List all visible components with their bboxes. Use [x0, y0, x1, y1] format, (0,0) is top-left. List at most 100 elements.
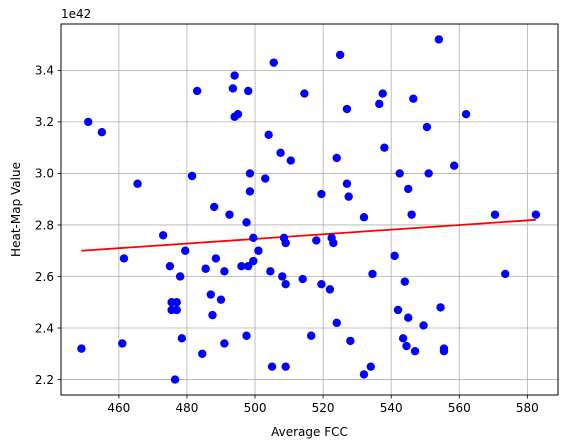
x-tick-label: 480: [175, 401, 198, 415]
data-point: [201, 265, 209, 273]
y-tick-label: 2.4: [35, 321, 54, 335]
data-point: [118, 339, 126, 347]
data-point: [249, 257, 257, 265]
data-point: [281, 362, 289, 370]
data-point: [212, 254, 220, 262]
data-point: [198, 350, 206, 358]
data-point: [98, 128, 106, 136]
data-point: [462, 110, 470, 118]
data-point: [193, 87, 201, 95]
data-point: [181, 247, 189, 255]
data-point: [176, 272, 184, 280]
data-point: [242, 218, 250, 226]
data-point: [399, 334, 407, 342]
data-point: [229, 84, 237, 92]
data-point: [171, 375, 179, 383]
data-point: [220, 267, 228, 275]
data-point: [423, 123, 431, 131]
data-point: [249, 234, 257, 242]
data-point: [244, 87, 252, 95]
data-point: [346, 337, 354, 345]
data-point: [264, 131, 272, 139]
data-point: [270, 58, 278, 66]
data-point: [210, 203, 218, 211]
data-point: [317, 280, 325, 288]
data-point: [173, 298, 181, 306]
x-tick-label: 520: [312, 401, 335, 415]
data-point: [450, 162, 458, 170]
data-point: [281, 239, 289, 247]
data-point: [329, 239, 337, 247]
data-point: [532, 210, 540, 218]
data-point: [234, 110, 242, 118]
x-tick-label: 540: [380, 401, 403, 415]
x-tick-label: 500: [244, 401, 267, 415]
data-point: [407, 210, 415, 218]
data-point: [491, 210, 499, 218]
data-point: [246, 169, 254, 177]
data-point: [440, 347, 448, 355]
data-point: [217, 295, 225, 303]
data-point: [333, 319, 341, 327]
data-point: [208, 311, 216, 319]
data-point: [368, 270, 376, 278]
y-tick-label: 2.2: [35, 373, 54, 387]
data-point: [404, 185, 412, 193]
y-offset-label: 1e42: [61, 7, 91, 21]
y-tick-label: 3.2: [35, 115, 54, 129]
data-point: [394, 306, 402, 314]
data-point: [411, 347, 419, 355]
data-point: [254, 247, 262, 255]
data-point: [367, 362, 375, 370]
data-point: [424, 169, 432, 177]
data-point: [378, 89, 386, 97]
data-point: [390, 252, 398, 260]
data-point: [266, 267, 274, 275]
data-point: [220, 339, 228, 347]
y-tick-label: 2.6: [35, 270, 54, 284]
data-point: [333, 154, 341, 162]
data-point: [435, 35, 443, 43]
data-point: [419, 321, 427, 329]
data-point: [133, 180, 141, 188]
data-point: [344, 192, 352, 200]
data-point: [402, 342, 410, 350]
data-point: [360, 370, 368, 378]
data-point: [409, 95, 417, 103]
data-point: [242, 332, 250, 340]
data-point: [380, 143, 388, 151]
data-point: [307, 332, 315, 340]
y-axis-label: Heat-Map Value: [9, 162, 23, 257]
data-point: [166, 262, 174, 270]
data-point: [396, 169, 404, 177]
x-tick-label: 560: [448, 401, 471, 415]
data-point: [225, 210, 233, 218]
data-point: [207, 290, 215, 298]
x-axis-label: Average FCC: [271, 425, 348, 439]
data-point: [298, 275, 306, 283]
data-point: [360, 213, 368, 221]
data-point: [120, 254, 128, 262]
data-point: [343, 105, 351, 113]
data-point: [404, 314, 412, 322]
data-point: [188, 172, 196, 180]
x-tick-label: 580: [516, 401, 539, 415]
data-point: [300, 89, 308, 97]
data-point: [178, 334, 186, 342]
data-point: [501, 270, 509, 278]
data-point: [159, 231, 167, 239]
data-point: [268, 362, 276, 370]
data-point: [276, 149, 284, 157]
y-tick-label: 3.0: [35, 167, 54, 181]
data-point: [77, 344, 85, 352]
points-layer: [77, 35, 540, 383]
data-point: [375, 100, 383, 108]
data-point: [230, 71, 238, 79]
data-point: [436, 303, 444, 311]
data-point: [401, 277, 409, 285]
data-point: [261, 174, 269, 182]
data-point: [336, 51, 344, 59]
x-tick-label: 460: [107, 401, 130, 415]
data-point: [343, 180, 351, 188]
data-point: [326, 285, 334, 293]
